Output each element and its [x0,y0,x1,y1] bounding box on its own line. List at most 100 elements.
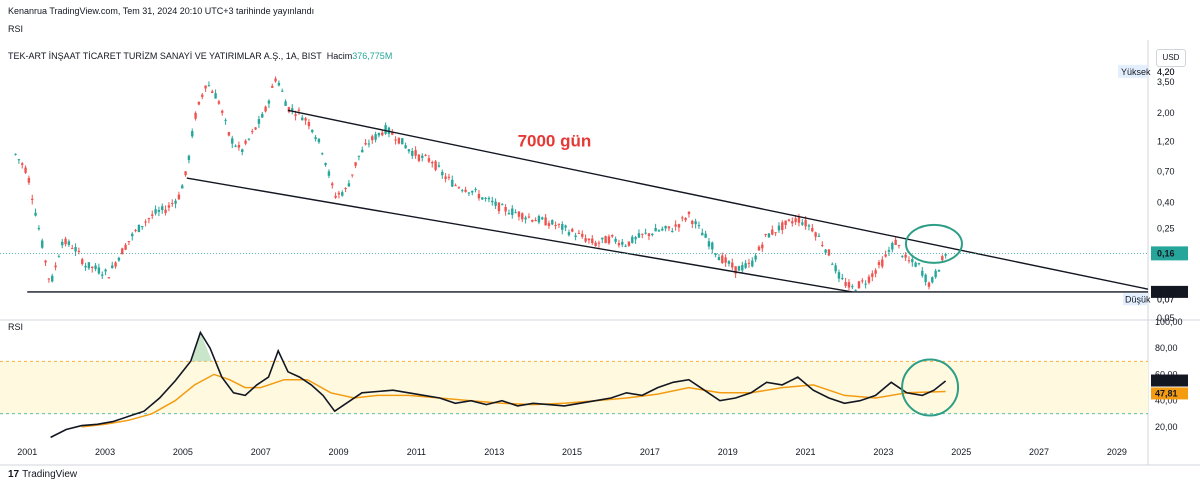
top-bar: Kenanrua TradingView.com, Tem 31, 2024 2… [0,0,1200,22]
candle-body [454,185,457,187]
candle-body [764,234,767,236]
year-tick-label: 2017 [640,447,660,457]
candle-body [101,274,104,276]
candle-body [854,290,857,292]
candle-body [114,262,117,267]
candle-body [631,236,634,243]
candle-body [547,223,551,226]
candle-body [834,265,837,272]
lower-trendline [186,177,853,293]
candle-body [234,145,237,147]
candle-body [667,226,671,229]
candle-body [117,257,121,261]
price-tick-label: 0,05 [1157,313,1175,323]
rsi-pane[interactable]: 100,00 80,00 60,00 40,00 20,00 55,36 47,81 [0,317,1188,439]
candle-body [861,280,864,282]
candle-body [374,134,377,140]
year-tick-label: 2009 [329,447,349,457]
candle-body [97,267,101,274]
candle-body [587,238,591,241]
candle-body [444,176,447,179]
candle-body [317,138,321,143]
rsi-pane-title: RSI [8,322,24,332]
candle-body [147,218,151,220]
symbol-line[interactable]: TEK-ART İNŞAAT TİCARET TURİZM SANAYİ VE … [8,51,392,61]
candle-body [394,139,397,141]
candle-body [844,282,847,286]
indicator-chip[interactable]: RSI [8,24,24,34]
candle-body [827,249,831,256]
candle-body [334,195,337,198]
candle-body [497,202,501,212]
candle-body [607,236,611,244]
candle-body [881,259,884,267]
candle-body [757,246,761,251]
candle-body [704,233,707,238]
candle-body [14,153,17,155]
candle-body [774,232,777,234]
candle-body [221,110,224,113]
candle-body [551,220,554,225]
candle-body [781,222,784,230]
candle-body [231,138,234,144]
candle-body [417,154,421,161]
candle-body [404,145,407,149]
candle-body [584,238,587,242]
candle-body [224,119,227,121]
candle-body [217,101,221,104]
candle-body [824,249,827,253]
rsi-tick-label: 80,00 [1155,343,1178,353]
high-value-label: 4,20 [1157,67,1175,77]
candle-body [201,94,204,97]
candle-body [677,224,681,228]
candle-body [314,137,317,140]
candle-body [164,209,167,213]
candle-body [61,241,64,246]
tradingview-logo-icon: 17 [8,469,20,480]
year-tick-label: 2001 [17,447,37,457]
candle-body [591,238,594,244]
candle-body [897,245,901,247]
candle-body [734,266,737,274]
candle-body [597,242,601,244]
candle-body [67,241,71,245]
candle-body [134,230,137,232]
candle-body [161,206,164,211]
candle-body [457,187,461,189]
candle-body [531,220,534,222]
candle-body [337,192,341,195]
candle-body [467,192,471,194]
candle-body [244,140,247,144]
candle-body [17,159,21,161]
candle-body [461,190,464,192]
currency-button[interactable]: USD [1156,49,1186,67]
candle-body [251,131,254,133]
candle-body [377,132,381,136]
candle-body [674,224,677,227]
candle-body [434,161,437,170]
candle-body [657,230,661,232]
highlight-circle-price [904,223,963,264]
candle-body [537,216,541,223]
candle-body [911,259,914,263]
candle-body [324,162,327,165]
candle-body [871,273,874,277]
year-tick-label: 2019 [718,447,738,457]
highlight-circle-rsi [901,358,960,417]
support-badge [1151,285,1188,298]
candle-body [267,100,271,104]
price-pane[interactable]: 4,203,50 2,00 1,20 0,70 0,40 0,25 0,07 0,05 7000… [0,40,1200,465]
candle-body [137,224,141,233]
high-tag-label: Yüksek [1121,67,1151,77]
candle-body [544,217,547,226]
tradingview-logo[interactable]: 17 TradingView [8,469,77,480]
year-tick-label: 2023 [873,447,893,457]
candle-body [397,137,401,144]
candle-body [141,226,144,228]
candle-body [24,167,27,173]
candle-body [477,193,481,199]
last-price-label: 0,16 [1157,248,1175,258]
candle-body [127,241,131,243]
candle-body [407,149,411,152]
